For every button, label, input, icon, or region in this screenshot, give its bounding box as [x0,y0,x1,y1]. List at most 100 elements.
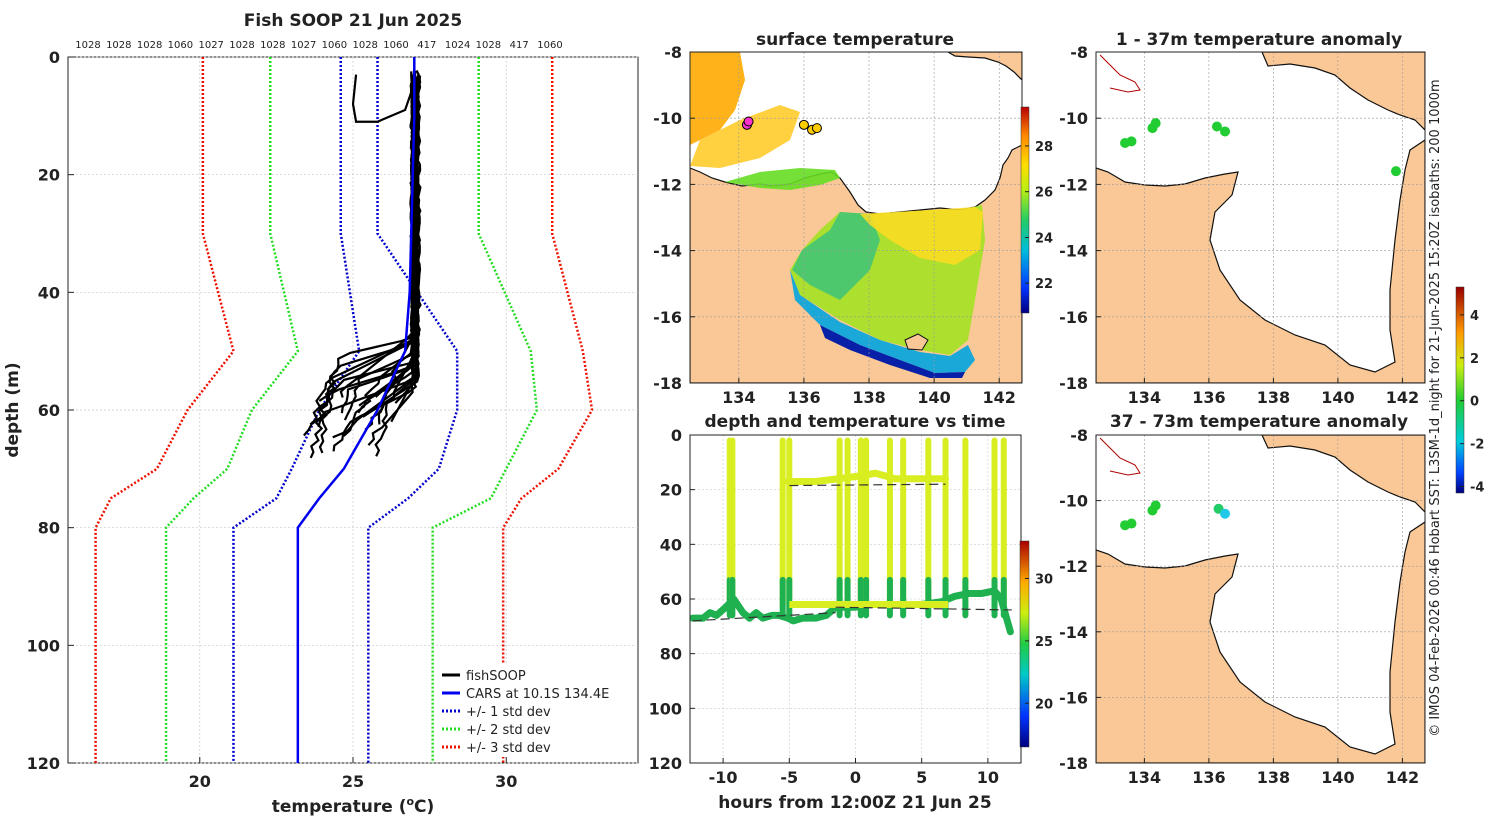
timeseries-xtick-label: 10 [977,768,999,787]
map-ytick-label: -14 [653,242,682,261]
map-ytick-label: -10 [653,109,682,128]
anomaly-colorbar-ticks: -4 -2 0 2 4 [1460,309,1484,496]
map-ytick-label: -18 [1059,374,1088,393]
cars-mean-line [296,57,416,763]
map-xtick-label: 134 [1128,388,1161,407]
legend-label-cars: CARS at 10.1S 134.4E [466,687,609,702]
map-ytick-label: -8 [1070,43,1088,62]
timeseries-mixed-layer [692,483,1012,622]
std-line-plus2 [431,57,539,763]
profile-ytick-label: 20 [38,166,60,185]
anomaly1-point [1220,126,1231,137]
map-ytick-label: -16 [653,308,682,327]
sst-field-gulf-mid [792,212,880,300]
timeseries-ytick-label: 80 [660,645,682,664]
profile-ytick-label: 0 [49,48,60,67]
std-line-plus1 [367,57,459,763]
sst-field-north-patch [690,52,745,145]
timeseries-colorbar-ticks: 20 25 30 [1025,572,1053,712]
anomaly1-ticks: 134 136 138 140 142 -8 -10 -12 -14 -16 -18 [1059,43,1419,407]
anomaly2-points [1120,500,1231,531]
profile-xtick-label: 20 [189,772,211,791]
sst-colorbar-ticks: 22 24 26 28 [1025,140,1053,292]
profile-top-label: 1060 [168,40,193,51]
timeseries-mixed-layer-line [692,612,836,622]
profile-ylabel: depth (m) [3,362,23,457]
legend-label-std2: +/- 2 std dev [466,723,551,738]
anomaly1-point [1211,121,1222,132]
map-ytick-label: -12 [653,175,682,194]
sst-ship-marker [811,123,822,134]
map-xtick-label: 138 [1257,388,1290,407]
colorbar-tick-label: 28 [1035,140,1053,155]
anomaly1-title: 1 - 37m temperature anomaly [1116,30,1402,50]
map-xtick-label: 138 [1257,768,1290,787]
map-xtick-label: 142 [1386,388,1419,407]
profile-ytick-label: 120 [27,754,60,773]
cars-mean-polyline [296,57,416,763]
anomaly2-panel: 37 - 73m temperature anomaly 134 136 138 14… [1059,286,1484,787]
colorbar-tick-label: -4 [1470,481,1484,496]
timeseries-shallow-trace [784,469,950,608]
sst-island-mornington [904,333,929,351]
colorbar-tick-label: 0 [1470,395,1479,410]
fishsoop-profile [318,70,422,454]
sst-colorbar [1020,106,1030,314]
anomaly1-land-capeyork [1261,52,1425,131]
map-xtick-label: 134 [1128,768,1161,787]
sst-ship-marker [798,119,809,130]
timeseries-xtick-label: -5 [780,768,798,787]
profile-top-labels: 1028 1028 1028 1060 1027 1028 1028 1027 1060 1028… [75,40,562,51]
timeseries-ytick-label: 60 [660,590,682,609]
profile-top-label: 1028 [352,40,377,51]
sst-land-capeyork [946,52,1022,81]
map-ytick-label: -8 [664,43,682,62]
anomaly1-point [1390,166,1401,177]
profile-xlabel: temperature (oC) [272,795,435,817]
profile-ytick-label: 40 [38,283,60,302]
sst-grid [690,52,1022,383]
timeseries-xtick-label: -10 [709,768,738,787]
anomaly1-points [1120,118,1401,177]
anomaly2-point [1150,500,1161,511]
legend-box [434,664,630,757]
profile-top-label: 1028 [106,40,131,51]
profile-legend: fishSOOP CARS at 10.1S 134.4E +/- 1 std … [434,664,630,757]
profile-top-label: 1060 [537,40,562,51]
profile-panel: Fish SOOP 21 Jun 2025 1028 1028 1028 1060 10… [3,11,639,817]
colorbar-tick-label: 26 [1035,186,1053,201]
anomaly-colorbar [1455,286,1465,494]
legend-label-std3: +/- 3 std dev [466,741,551,756]
profile-top-label: 1028 [476,40,501,51]
fishsoop-profile-surface [351,74,413,123]
map-xtick-label: 134 [722,388,755,407]
sst-field-gulf-deep [820,325,965,378]
map-ytick-label: -16 [1059,688,1088,707]
profile-top-label: 1027 [291,40,316,51]
map-ytick-label: -14 [1059,242,1088,261]
colorbar-tick-label: 4 [1470,309,1479,324]
sst-ship-marker [743,116,754,127]
timeseries-mixed-layer-line [835,606,1012,611]
anomaly2-ticks: 134 136 138 140 142 -8 -10 -12 -14 -16 -18 [1059,426,1419,787]
timeseries-ytick-label: 20 [660,481,682,500]
profile-xtick-label: 25 [342,772,364,791]
std-line-minus2 [164,57,300,763]
anomaly2-river-outline [1099,437,1141,476]
map-xtick-label: 142 [1386,768,1419,787]
anomaly1-point [1150,118,1161,129]
anomaly1-river-outline [1099,54,1141,93]
profile-top-label: 1060 [322,40,347,51]
map-ytick-label: -14 [1059,623,1088,642]
timeseries-title: depth and temperature vs time [705,412,1006,432]
profile-top-label: 1028 [75,40,100,51]
colorbar-tick-label: 24 [1035,231,1053,246]
sst-title: surface temperature [756,30,954,50]
std-line-minus3 [94,57,235,763]
profile-top-label: 1028 [260,40,285,51]
map-ytick-label: -12 [1059,175,1088,194]
map-ytick-label: -16 [1059,308,1088,327]
anomaly1-grid [1096,52,1425,383]
